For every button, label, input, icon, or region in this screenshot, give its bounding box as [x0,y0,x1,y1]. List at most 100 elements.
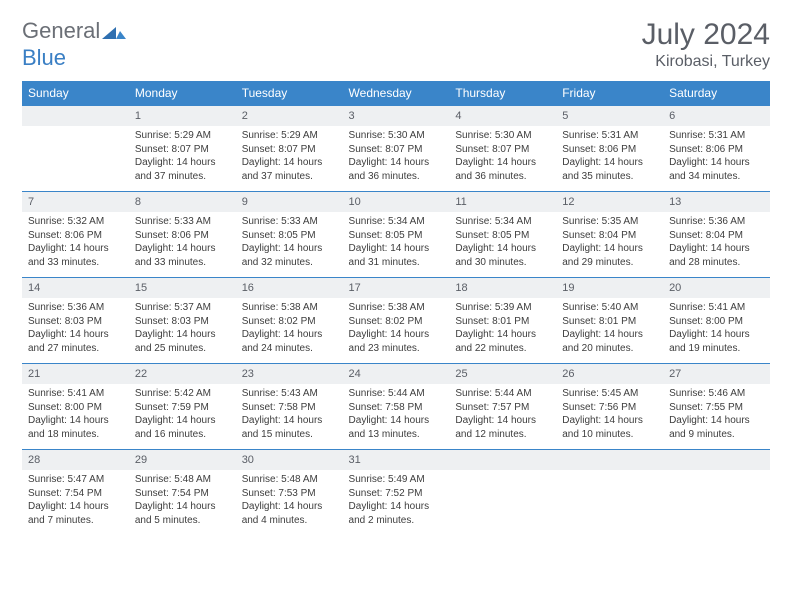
calendar-cell: 6Sunrise: 5:31 AMSunset: 8:06 PMDaylight… [663,106,770,192]
day-number: 30 [236,450,343,470]
daylight-line: Daylight: 14 hours and 30 minutes. [455,242,550,269]
calendar-cell: 26Sunrise: 5:45 AMSunset: 7:56 PMDayligh… [556,364,663,450]
location-label: Kirobasi, Turkey [642,53,770,71]
day-number: 29 [129,450,236,470]
calendar-body: 1Sunrise: 5:29 AMSunset: 8:07 PMDaylight… [22,106,770,536]
daylight-line: Daylight: 14 hours and 15 minutes. [242,414,337,441]
calendar-cell: 20Sunrise: 5:41 AMSunset: 8:00 PMDayligh… [663,278,770,364]
weekday-header: Sunday [22,81,129,106]
sunrise-line: Sunrise: 5:31 AM [669,129,764,143]
day-content: Sunrise: 5:30 AMSunset: 8:07 PMDaylight:… [343,126,450,191]
day-number: 9 [236,192,343,212]
day-content: Sunrise: 5:48 AMSunset: 7:53 PMDaylight:… [236,470,343,535]
sunset-line: Sunset: 8:02 PM [349,315,444,329]
day-number: 15 [129,278,236,298]
day-content: Sunrise: 5:46 AMSunset: 7:55 PMDaylight:… [663,384,770,449]
day-number: 25 [449,364,556,384]
day-content: Sunrise: 5:29 AMSunset: 8:07 PMDaylight:… [236,126,343,191]
daylight-line: Daylight: 14 hours and 37 minutes. [242,156,337,183]
day-content: Sunrise: 5:45 AMSunset: 7:56 PMDaylight:… [556,384,663,449]
calendar-head: SundayMondayTuesdayWednesdayThursdayFrid… [22,81,770,106]
sunset-line: Sunset: 8:04 PM [562,229,657,243]
sunset-line: Sunset: 8:07 PM [242,143,337,157]
sunrise-line: Sunrise: 5:43 AM [242,387,337,401]
calendar-row: 21Sunrise: 5:41 AMSunset: 8:00 PMDayligh… [22,364,770,450]
day-number: 31 [343,450,450,470]
sunrise-line: Sunrise: 5:40 AM [562,301,657,315]
day-content: Sunrise: 5:39 AMSunset: 8:01 PMDaylight:… [449,298,556,363]
sunrise-line: Sunrise: 5:34 AM [455,215,550,229]
daylight-line: Daylight: 14 hours and 5 minutes. [135,500,230,527]
weekday-header: Wednesday [343,81,450,106]
calendar-cell: 4Sunrise: 5:30 AMSunset: 8:07 PMDaylight… [449,106,556,192]
calendar-cell: 11Sunrise: 5:34 AMSunset: 8:05 PMDayligh… [449,192,556,278]
brand-text: General Blue [22,18,126,71]
sunrise-line: Sunrise: 5:38 AM [349,301,444,315]
calendar-cell: 22Sunrise: 5:42 AMSunset: 7:59 PMDayligh… [129,364,236,450]
weekday-header: Tuesday [236,81,343,106]
daylight-line: Daylight: 14 hours and 34 minutes. [669,156,764,183]
daylight-line: Daylight: 14 hours and 36 minutes. [455,156,550,183]
daylight-line: Daylight: 14 hours and 37 minutes. [135,156,230,183]
sunrise-line: Sunrise: 5:41 AM [28,387,123,401]
day-number: 22 [129,364,236,384]
sunrise-line: Sunrise: 5:30 AM [349,129,444,143]
sunrise-line: Sunrise: 5:29 AM [242,129,337,143]
sunrise-line: Sunrise: 5:44 AM [455,387,550,401]
day-content: Sunrise: 5:38 AMSunset: 8:02 PMDaylight:… [343,298,450,363]
calendar-cell: 21Sunrise: 5:41 AMSunset: 8:00 PMDayligh… [22,364,129,450]
day-content: Sunrise: 5:43 AMSunset: 7:58 PMDaylight:… [236,384,343,449]
brand-mark-icon [102,19,126,45]
title-block: July 2024 Kirobasi, Turkey [642,18,770,71]
sunrise-line: Sunrise: 5:30 AM [455,129,550,143]
day-content [556,470,663,530]
day-number: 27 [663,364,770,384]
day-content: Sunrise: 5:37 AMSunset: 8:03 PMDaylight:… [129,298,236,363]
day-content: Sunrise: 5:30 AMSunset: 8:07 PMDaylight:… [449,126,556,191]
sunrise-line: Sunrise: 5:48 AM [135,473,230,487]
daylight-line: Daylight: 14 hours and 9 minutes. [669,414,764,441]
daylight-line: Daylight: 14 hours and 19 minutes. [669,328,764,355]
brand-part1: General [22,18,100,43]
daylight-line: Daylight: 14 hours and 35 minutes. [562,156,657,183]
brand-part2: Blue [22,45,66,70]
day-number: 3 [343,106,450,126]
sunset-line: Sunset: 8:05 PM [455,229,550,243]
sunset-line: Sunset: 7:54 PM [135,487,230,501]
weekday-header: Monday [129,81,236,106]
daylight-line: Daylight: 14 hours and 36 minutes. [349,156,444,183]
sunrise-line: Sunrise: 5:31 AM [562,129,657,143]
sunrise-line: Sunrise: 5:37 AM [135,301,230,315]
day-number: 4 [449,106,556,126]
day-content [22,126,129,186]
calendar-cell: 25Sunrise: 5:44 AMSunset: 7:57 PMDayligh… [449,364,556,450]
day-content: Sunrise: 5:38 AMSunset: 8:02 PMDaylight:… [236,298,343,363]
day-number: 20 [663,278,770,298]
sunset-line: Sunset: 8:02 PM [242,315,337,329]
calendar-cell: 28Sunrise: 5:47 AMSunset: 7:54 PMDayligh… [22,450,129,536]
sunset-line: Sunset: 8:01 PM [562,315,657,329]
sunset-line: Sunset: 8:07 PM [349,143,444,157]
weekday-header: Friday [556,81,663,106]
sunrise-line: Sunrise: 5:36 AM [669,215,764,229]
daylight-line: Daylight: 14 hours and 13 minutes. [349,414,444,441]
day-content [449,470,556,530]
sunset-line: Sunset: 8:07 PM [455,143,550,157]
day-number [663,450,770,470]
calendar-cell [663,450,770,536]
sunrise-line: Sunrise: 5:45 AM [562,387,657,401]
calendar-cell: 19Sunrise: 5:40 AMSunset: 8:01 PMDayligh… [556,278,663,364]
sunrise-line: Sunrise: 5:35 AM [562,215,657,229]
day-number: 17 [343,278,450,298]
calendar-cell: 13Sunrise: 5:36 AMSunset: 8:04 PMDayligh… [663,192,770,278]
day-number: 26 [556,364,663,384]
day-number [449,450,556,470]
calendar-cell: 12Sunrise: 5:35 AMSunset: 8:04 PMDayligh… [556,192,663,278]
day-number: 1 [129,106,236,126]
day-content [663,470,770,530]
sunset-line: Sunset: 7:55 PM [669,401,764,415]
day-number: 14 [22,278,129,298]
sunrise-line: Sunrise: 5:38 AM [242,301,337,315]
sunrise-line: Sunrise: 5:33 AM [242,215,337,229]
calendar-cell: 29 Sunrise: 5:48 AMSunset: 7:54 PMDayligh… [129,450,236,536]
